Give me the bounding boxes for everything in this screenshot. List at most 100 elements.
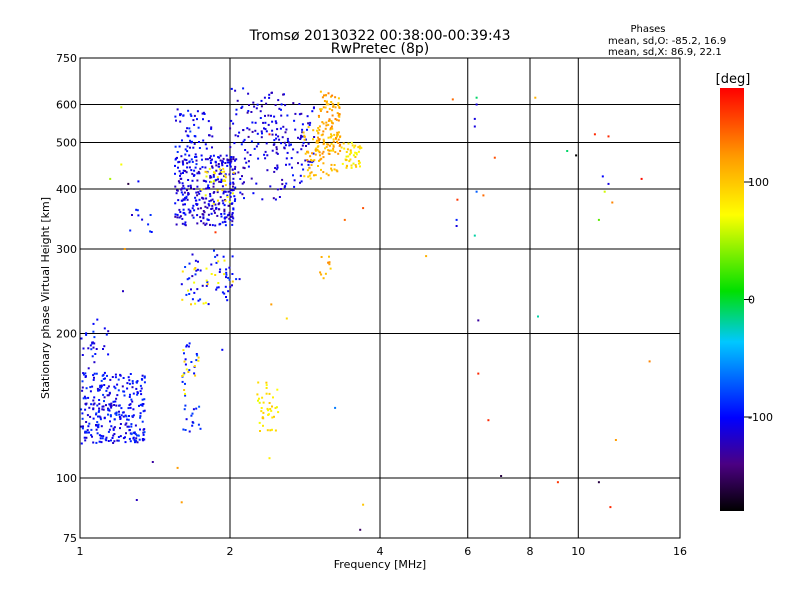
data-point (103, 327, 106, 330)
data-point (116, 383, 119, 386)
data-point (216, 286, 219, 289)
data-point (213, 209, 216, 212)
data-point (333, 133, 336, 136)
data-point (178, 160, 181, 163)
data-point (249, 154, 252, 156)
data-point (194, 273, 197, 276)
phases-heading: Phases (630, 24, 665, 35)
data-point (303, 135, 306, 138)
data-point (223, 220, 226, 223)
data-point (308, 167, 311, 170)
data-point (213, 211, 216, 214)
data-point (96, 432, 99, 435)
data-point (204, 143, 207, 146)
data-point (217, 203, 220, 206)
data-point (188, 166, 191, 169)
data-point (268, 93, 271, 96)
data-point (213, 249, 215, 252)
data-point (346, 165, 348, 167)
data-point (229, 163, 232, 166)
data-point (194, 156, 196, 158)
data-point (273, 170, 276, 173)
data-point (98, 402, 101, 405)
data-point (198, 141, 200, 143)
data-point (99, 386, 102, 389)
data-point (284, 185, 287, 188)
data-point (307, 160, 310, 163)
data-point (199, 269, 202, 272)
data-point (343, 147, 346, 150)
data-point (339, 135, 342, 138)
data-point (191, 412, 194, 415)
data-point (232, 207, 235, 210)
data-point (143, 381, 146, 384)
data-point (273, 415, 275, 418)
data-point (127, 407, 130, 410)
data-point (274, 407, 277, 409)
data-point (209, 193, 212, 195)
data-point (185, 293, 188, 296)
data-point (281, 183, 284, 186)
data-point (176, 466, 179, 469)
data-point (87, 347, 90, 350)
data-point (113, 433, 116, 435)
data-point (189, 113, 192, 116)
data-point (332, 145, 335, 148)
data-point (205, 175, 208, 178)
data-point (317, 132, 320, 135)
data-point (269, 185, 272, 188)
data-point (214, 274, 217, 276)
data-point (115, 397, 118, 400)
data-point (279, 127, 282, 130)
data-point (92, 378, 95, 381)
data-point (209, 157, 211, 159)
data-point (191, 179, 194, 182)
data-point (97, 410, 100, 413)
data-point (211, 198, 214, 201)
data-point (113, 385, 116, 388)
data-point (308, 174, 311, 177)
data-point (229, 146, 232, 149)
data-point (190, 141, 193, 144)
data-point (256, 103, 259, 106)
data-point (99, 418, 102, 421)
data-point (320, 108, 323, 111)
data-point (276, 128, 279, 131)
data-point (109, 405, 112, 408)
data-point (197, 260, 199, 263)
data-point (293, 179, 296, 182)
data-point (197, 207, 200, 210)
data-point (275, 122, 278, 125)
data-point (283, 146, 286, 149)
data-point (337, 104, 340, 107)
data-point (297, 136, 299, 139)
data-point (222, 157, 225, 160)
data-point (192, 146, 195, 149)
data-point (188, 127, 191, 130)
data-point (102, 408, 105, 411)
data-point (182, 172, 184, 174)
data-point (143, 376, 146, 379)
data-point (328, 144, 331, 147)
data-point (337, 119, 340, 122)
data-point (294, 128, 297, 131)
data-point (265, 384, 268, 387)
data-point (336, 140, 338, 143)
data-point (110, 425, 113, 428)
data-point (182, 203, 185, 206)
data-point (187, 179, 190, 181)
y-tick-label: 400 (56, 183, 77, 196)
data-point (190, 303, 192, 306)
data-point (233, 200, 236, 202)
data-point (333, 168, 336, 171)
data-point (300, 112, 303, 115)
data-point (117, 378, 120, 381)
data-point (227, 161, 230, 164)
data-point (183, 372, 186, 375)
data-point (271, 91, 273, 94)
data-point (209, 159, 212, 162)
data-point (95, 412, 98, 415)
data-point (255, 145, 258, 148)
data-point (227, 276, 230, 279)
data-point (220, 172, 223, 175)
